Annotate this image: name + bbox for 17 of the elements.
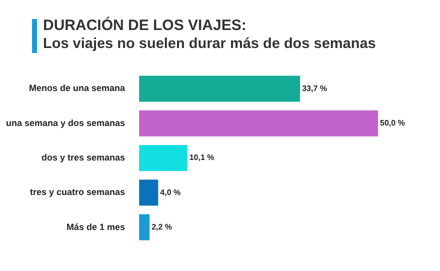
data-label: 10,1 % — [189, 153, 214, 162]
y-tick-label: Más de 1 mes — [66, 222, 126, 232]
y-tick-label: tres y cuatro semanas — [30, 187, 126, 198]
data-label: 4,0 % — [160, 188, 181, 197]
bar — [139, 76, 300, 102]
bar — [139, 180, 158, 206]
y-tick-label: dos y tres semanas — [42, 152, 126, 162]
chart-title: DURACIÓN DE LOS VIAJES: — [43, 17, 246, 34]
y-tick-label: Menos de una semana — [29, 83, 126, 94]
bar — [139, 110, 378, 136]
bar — [139, 145, 188, 171]
y-tick-label: una semana y dos semanas — [6, 118, 126, 128]
data-label: 33,7 % — [302, 84, 328, 93]
chart-subtitle: Los viajes no suelen durar más de dos semanas — [43, 36, 376, 52]
data-label: 50,0 % — [380, 118, 405, 128]
bar — [139, 214, 150, 240]
data-label: 2,2 % — [152, 222, 172, 232]
